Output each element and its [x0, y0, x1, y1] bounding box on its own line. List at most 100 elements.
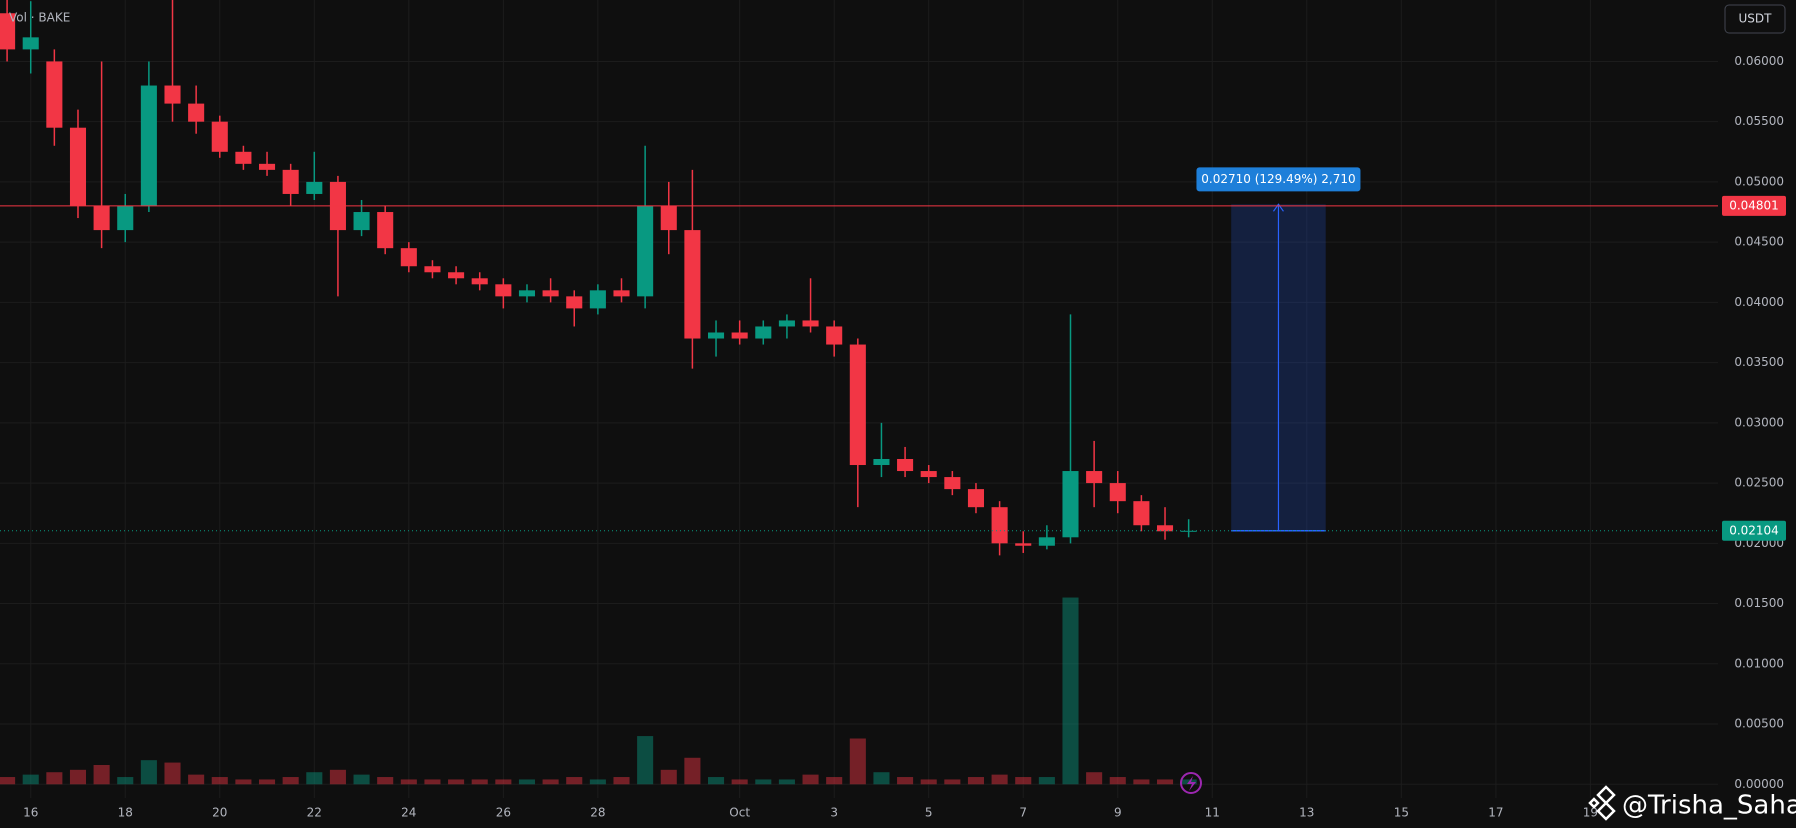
- candle-body: [164, 85, 181, 104]
- candle-body: [1038, 537, 1055, 546]
- candle-body: [93, 206, 110, 231]
- x-tick-label: 20: [212, 806, 227, 820]
- candle-body: [140, 85, 157, 207]
- volume-bar: [1038, 777, 1055, 785]
- candle-body: [117, 206, 134, 231]
- candle-body: [377, 212, 394, 249]
- candle-body: [613, 290, 630, 297]
- volume-bar: [164, 762, 181, 785]
- y-tick-label: 0.01500: [1734, 596, 1784, 610]
- volume-bar: [826, 777, 843, 785]
- y-tick-label: 0.04500: [1734, 235, 1784, 249]
- x-tick-label: 16: [23, 806, 38, 820]
- volume-bar: [306, 772, 323, 785]
- x-tick-label: Oct: [729, 806, 750, 820]
- candle-body: [22, 37, 39, 50]
- x-tick-label: 22: [307, 806, 322, 820]
- candle-body: [1109, 483, 1126, 502]
- legend-text: Vol · BAKE: [9, 11, 70, 25]
- volume-bar: [1015, 777, 1032, 785]
- candle-body: [282, 169, 299, 194]
- volume-bar: [518, 779, 536, 785]
- volume-bar: [353, 774, 370, 785]
- volume-bar: [613, 777, 630, 785]
- candle-body: [211, 121, 228, 152]
- x-tick-label: 3: [830, 806, 838, 820]
- candle-body: [731, 332, 748, 339]
- x-tick-label: 18: [118, 806, 133, 820]
- volume-bar: [873, 772, 890, 785]
- currency-button[interactable]: [1724, 4, 1786, 34]
- x-tick-label: 19: [1583, 806, 1598, 820]
- volume-bar: [211, 777, 228, 785]
- volume-bar: [235, 779, 252, 785]
- y-tick-label: 0.03500: [1734, 355, 1784, 369]
- event-icon-bolt: [1187, 776, 1196, 791]
- candle-body: [637, 206, 654, 297]
- candle-body: [802, 320, 819, 327]
- y-tick-label: 0.02500: [1734, 476, 1784, 490]
- candle-body: [542, 290, 559, 297]
- candle-body: [755, 326, 772, 339]
- price-label-box: [1722, 195, 1786, 216]
- candle-body: [873, 458, 890, 466]
- candle-body: [920, 471, 937, 478]
- x-tick-label: 26: [496, 806, 511, 820]
- plot-area: 0.02710 (129.49%) 2,710: [0, 0, 1718, 785]
- volume-bar: [69, 769, 87, 785]
- y-tick-label: 0.06000: [1734, 54, 1784, 68]
- candle-body: [306, 181, 323, 194]
- volume-bar: [566, 777, 583, 785]
- price-label-box: [1722, 520, 1786, 541]
- x-tick-label: 11: [1205, 806, 1220, 820]
- volume-bar: [377, 777, 394, 785]
- watermark-logo: [1588, 785, 1616, 821]
- volume-bar: [400, 779, 417, 785]
- candle-body: [991, 507, 1008, 544]
- candle-body: [424, 266, 441, 273]
- x-tick-label: 7: [1019, 806, 1027, 820]
- candle-body: [944, 477, 961, 490]
- volume-bar: [684, 757, 701, 785]
- candle-body: [518, 290, 536, 297]
- volume-bar: [117, 777, 134, 785]
- y-tick-label: 0.03000: [1734, 415, 1784, 429]
- candle-body: [1086, 471, 1103, 484]
- volume-bar: [140, 760, 157, 785]
- candle-body: [1156, 525, 1174, 532]
- volume-bar: [188, 774, 205, 785]
- candle-body: [826, 326, 843, 345]
- volume-bar: [849, 738, 866, 785]
- x-tick-label: 9: [1114, 806, 1122, 820]
- x-tick-label: 17: [1488, 806, 1503, 820]
- x-tick-label: 15: [1394, 806, 1409, 820]
- volume-bar: [542, 779, 559, 785]
- y-tick-label: 0.00000: [1734, 777, 1784, 791]
- measure-label-box: [1196, 167, 1361, 192]
- price-label: 0.04801: [1729, 198, 1779, 212]
- measure-arrowhead: [1272, 203, 1284, 212]
- volume-bar: [707, 777, 725, 785]
- volume-bar: [1062, 597, 1079, 785]
- candle-body: [707, 332, 725, 339]
- x-tick-label: 13: [1299, 806, 1314, 820]
- event-icon[interactable]: [1180, 772, 1202, 794]
- y-tick-label: 0.00500: [1734, 717, 1784, 731]
- candle-body: [258, 163, 276, 170]
- y-tick-label: 0.05000: [1734, 174, 1784, 188]
- volume-bar: [755, 779, 772, 785]
- currency-label[interactable]: USDT: [1739, 12, 1773, 26]
- volume-bar: [991, 774, 1008, 785]
- candle-body: [778, 320, 795, 327]
- volume-bar: [424, 779, 441, 785]
- measure-label: 0.02710 (129.49%) 2,710: [1201, 172, 1355, 186]
- candle-body: [235, 151, 252, 164]
- volume-bar: [589, 779, 606, 785]
- candle-body: [353, 212, 370, 231]
- y-tick-label: 0.05500: [1734, 114, 1784, 128]
- candle-body: [188, 103, 205, 122]
- y-tick-label: 0.01000: [1734, 656, 1784, 670]
- axes: 16 18 20 22 24 26 28 Oct 3 5 7 9 11 13 15 17 19 0.00000 0.…: [23, 54, 1786, 820]
